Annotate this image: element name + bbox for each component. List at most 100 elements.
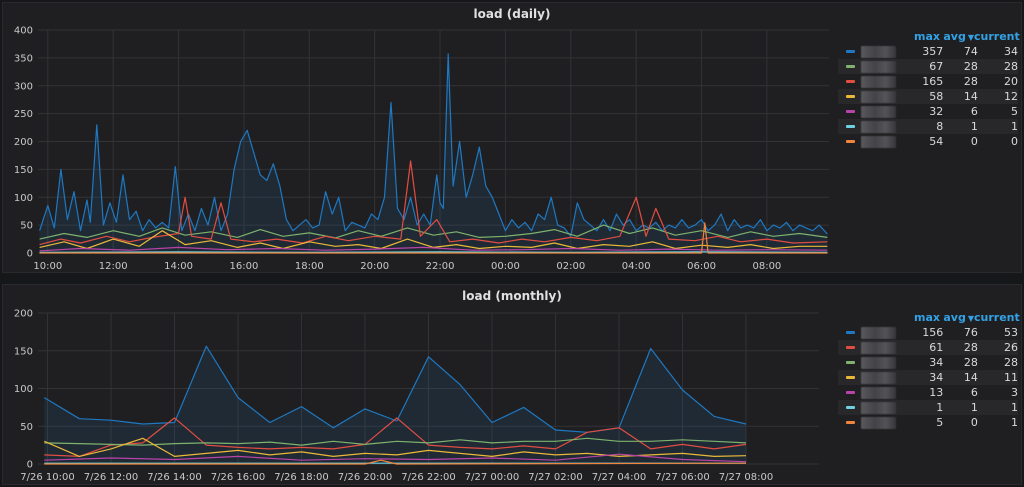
legend-color-swatch: [846, 421, 856, 424]
legend-max-value: 34: [929, 356, 944, 369]
x-tick-label: 7/27 04:00: [592, 472, 646, 483]
chart-load-daily: 0 50 100 150 200 250 300 350 400 10:00 12:00 14:00 1…: [14, 26, 829, 272]
x-tick-label: 7/27 02:00: [528, 472, 582, 483]
legend-series-name-redacted: [861, 356, 896, 369]
legend-color-swatch: [846, 125, 856, 128]
legend-current-value: 12: [1003, 90, 1018, 103]
legend-row[interactable]: 34 14 11: [838, 370, 1018, 385]
legend-avg-value: 14: [963, 90, 978, 103]
legend-row[interactable]: 13 6 3: [838, 385, 1018, 400]
legend-avg-value: 1: [970, 120, 978, 133]
series-line-3: [44, 437, 747, 457]
sort-desc-icon: ▼: [967, 314, 974, 323]
series-line-4: [39, 246, 828, 252]
legend-avg-value: 6: [970, 105, 978, 118]
legend-color-swatch: [846, 331, 856, 334]
y-tick-label: 50: [20, 221, 33, 232]
legend-row[interactable]: 8 1 1: [838, 119, 1018, 134]
legend-color-swatch: [846, 376, 856, 379]
series-line-4: [44, 453, 747, 463]
y-tick-label: 100: [14, 384, 33, 395]
x-tick-label: 06:00: [687, 261, 716, 272]
legend-max-value: 13: [929, 386, 944, 399]
legend-header-avg[interactable]: avg ▼: [943, 30, 974, 43]
legend-current-value: 28: [1003, 60, 1018, 73]
y-tick-label: 100: [14, 193, 33, 204]
panel-load-monthly[interactable]: load (monthly) 0 50 100 150 200 7/26 10:00 7/2…: [2, 284, 1022, 485]
legend-header-max[interactable]: max: [914, 30, 940, 43]
y-tick-label: 0: [27, 460, 33, 471]
x-tick-label: 7/26 14:00: [147, 472, 201, 483]
x-tick-label: 7/27 00:00: [465, 472, 519, 483]
legend-color-swatch: [846, 95, 856, 98]
legend-row[interactable]: 54 0 0: [838, 134, 1018, 149]
legend-header-max[interactable]: max: [914, 311, 940, 324]
legend-current-value: 1: [1010, 416, 1018, 429]
series-area-0: [44, 346, 747, 464]
y-tick-label: 400: [14, 26, 33, 37]
y-tick-label: 0: [27, 249, 33, 260]
legend-max-value: 165: [922, 75, 944, 88]
legend-header-avg[interactable]: avg ▼: [943, 311, 974, 324]
legend-max-value: 67: [929, 60, 944, 73]
legend-load-daily: max avg ▼ current 357 74 34 67 28 28 165 28 20 58 14 12…: [838, 29, 1020, 149]
x-tick-label: 04:00: [622, 261, 651, 272]
legend-row[interactable]: 165 28 20: [838, 74, 1018, 89]
legend-max-value: 58: [929, 90, 944, 103]
legend-current-value: 11: [1003, 371, 1018, 384]
legend-color-swatch: [846, 140, 856, 143]
legend-row[interactable]: 34 28 28: [838, 355, 1018, 370]
legend-row[interactable]: 58 14 12: [838, 89, 1018, 104]
legend-color-swatch: [846, 80, 856, 83]
legend-header-current[interactable]: current: [974, 311, 1020, 324]
x-tick-label: 08:00: [752, 261, 781, 272]
legend-avg-value: 0: [970, 135, 978, 148]
y-tick-label: 250: [14, 109, 33, 120]
x-tick-label: 22:00: [426, 261, 455, 272]
legend-avg-value: 0: [970, 416, 978, 429]
legend-color-swatch: [846, 406, 856, 409]
legend-row[interactable]: 357 74 34: [838, 44, 1018, 59]
legend-series-name-redacted: [861, 105, 896, 118]
y-tick-label: 150: [14, 165, 33, 176]
legend-avg-value: 28: [963, 75, 978, 88]
legend-series-name-redacted: [861, 90, 896, 103]
legend-series-name-redacted: [861, 135, 896, 148]
legend-current-value: 26: [1003, 341, 1018, 354]
y-tick-label: 200: [14, 137, 33, 148]
legend-color-swatch: [846, 391, 856, 394]
y-tick-label: 300: [14, 81, 33, 92]
legend-row[interactable]: 156 76 53: [838, 325, 1018, 340]
legend-color-swatch: [846, 65, 856, 68]
series-line-1: [44, 417, 747, 457]
x-tick-label: 18:00: [295, 261, 324, 272]
legend-max-value: 61: [929, 341, 944, 354]
legend-row[interactable]: 5 0 1: [838, 415, 1018, 430]
legend-avg-value: 6: [970, 386, 978, 399]
panel-title[interactable]: load (monthly): [462, 289, 562, 303]
legend-color-swatch: [846, 110, 856, 113]
legend-max-value: 32: [929, 105, 944, 118]
x-tick-label: 7/26 22:00: [401, 472, 455, 483]
x-tick-label: 7/26 10:00: [20, 472, 74, 483]
legend-avg-value: 1: [970, 401, 978, 414]
legend-row[interactable]: 61 28 26: [838, 340, 1018, 355]
legend-header-current[interactable]: current: [974, 30, 1020, 43]
legend-series-name-redacted: [861, 75, 896, 88]
x-tick-label: 02:00: [556, 261, 585, 272]
series-line-5: [39, 251, 828, 253]
legend-color-swatch: [846, 346, 856, 349]
panel-load-daily[interactable]: load (daily) 0 50 100 150 200 250 300 350 400 10:…: [2, 2, 1022, 273]
legend-load-monthly: max avg ▼ current 156 76 53 61 28 26 34 28 28 34 14 11 1…: [838, 310, 1020, 430]
legend-series-name-redacted: [861, 386, 896, 399]
x-tick-label: 7/26 18:00: [274, 472, 328, 483]
panel-title[interactable]: load (daily): [473, 7, 551, 21]
legend-row[interactable]: 32 6 5: [838, 104, 1018, 119]
legend-row[interactable]: 67 28 28: [838, 59, 1018, 74]
sort-desc-icon: ▼: [967, 33, 974, 42]
legend-row[interactable]: 1 1 1: [838, 400, 1018, 415]
legend-series-name-redacted: [861, 341, 896, 354]
x-tick-label: 7/26 12:00: [84, 472, 138, 483]
x-tick-label: 12:00: [99, 261, 128, 272]
legend-series-name-redacted: [861, 60, 896, 73]
